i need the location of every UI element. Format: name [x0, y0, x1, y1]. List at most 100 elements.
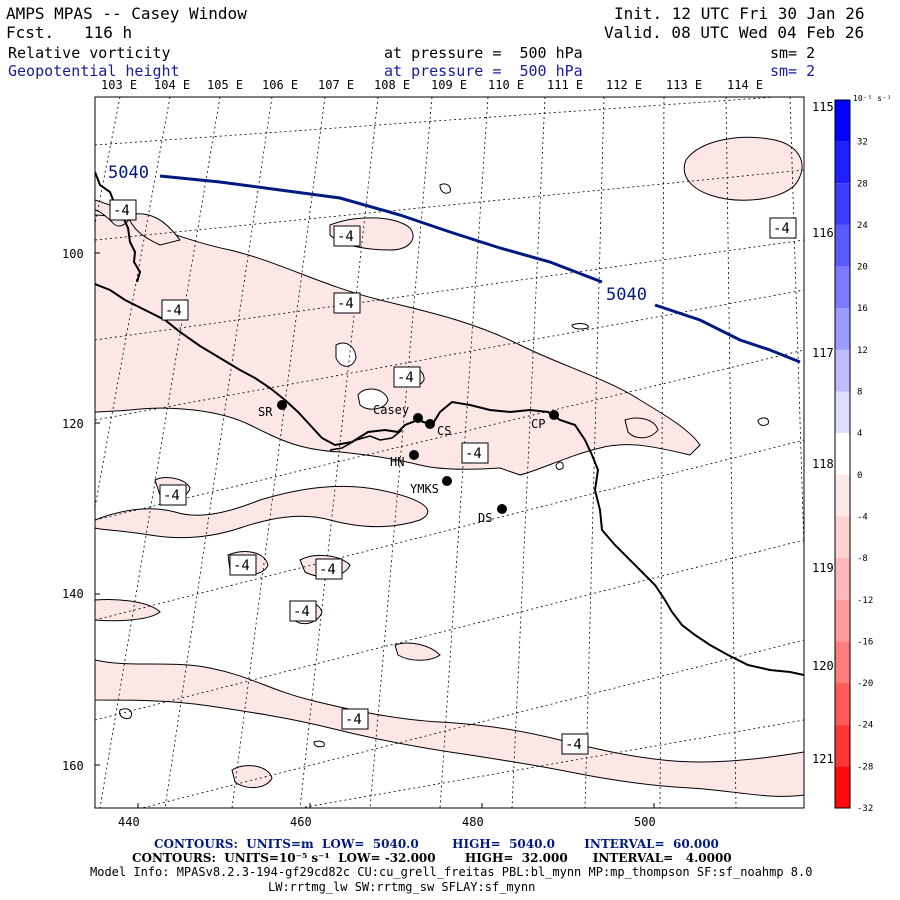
colorbar-level-label: 24 [857, 221, 868, 231]
svg-text:SR: SR [258, 405, 273, 419]
contour-info-vorticity: CONTOURS: UNITS=10⁻⁵ s⁻¹ LOW= -32.000 HI… [132, 851, 732, 865]
lon-label: 112 E [606, 78, 642, 92]
vort-label: -4 [159, 484, 187, 506]
svg-text:-4: -4 [293, 604, 310, 620]
colorbar-swatch [835, 224, 850, 267]
colorbar-swatch [835, 724, 850, 767]
svg-text:-4: -4 [113, 203, 130, 219]
vort-label: -4 [161, 299, 189, 321]
colorbar-swatch [835, 308, 850, 350]
x-tick: 460 [290, 815, 312, 829]
colorbar-level-label: -20 [857, 679, 873, 689]
svg-text:-4: -4 [397, 370, 414, 386]
svg-text:-4: -4 [165, 303, 182, 319]
colorbar-level-label: 28 [857, 179, 868, 189]
height-contour-5040 [159, 174, 801, 364]
colorbar-swatch [835, 391, 850, 434]
y-tick: 100 [62, 247, 84, 261]
colorbar-level-label: 32 [857, 138, 868, 148]
svg-text:-4: -4 [337, 229, 354, 245]
colorbar-level-label: 20 [857, 263, 868, 273]
svg-text:HN: HN [390, 455, 404, 469]
vort-label: -4 [393, 366, 421, 388]
colorbar-level-label: -12 [857, 596, 873, 606]
vort-label: -4 [341, 708, 369, 730]
vort-label: -4 [333, 225, 361, 247]
coastline-inland [329, 429, 403, 451]
lon-label: 107 E [318, 78, 354, 92]
coastline [95, 171, 804, 676]
y-tick: 120 [62, 417, 84, 431]
lon-label: 104 E [154, 78, 190, 92]
svg-text:CP: CP [531, 417, 545, 431]
station-ds: DS [478, 504, 507, 525]
height-label-5040: 5040 [108, 163, 149, 183]
lon-label: 113 E [666, 78, 702, 92]
colorbar-level-label: -4 [857, 512, 868, 522]
x-tick: 440 [118, 815, 140, 829]
vort-label: -4 [561, 733, 589, 755]
forecast-label: Fcst. [6, 23, 55, 42]
vort-label: -4 [109, 199, 137, 221]
svg-text:-4: -4 [319, 562, 336, 578]
field1-pressure: at pressure = 500 hPa [384, 44, 583, 62]
colorbar-level-label: 0 [857, 471, 862, 481]
colorbar-frame [834, 99, 851, 809]
lon-label: 111 E [547, 78, 583, 92]
field2-name: Geopotential height [8, 62, 180, 80]
colorbar-swatch [835, 183, 850, 225]
vort-label: -4 [289, 600, 317, 622]
colorbar-swatch [835, 433, 850, 475]
valid-time: Valid. 08 UTC Wed 04 Feb 26 [604, 23, 865, 42]
x-tick: 480 [462, 815, 484, 829]
colorbar-level-label: -8 [857, 554, 868, 564]
colorbar-swatch [835, 766, 850, 808]
forecast-value: 116 h [84, 23, 133, 42]
colorbar-swatch [835, 641, 850, 684]
top-lon-labels: 103 E 104 E 105 E 106 E 107 E 108 E 109 … [101, 78, 763, 92]
svg-text:DS: DS [478, 511, 492, 525]
vort-label: -4 [333, 292, 361, 314]
colorbar-swatch [835, 474, 850, 517]
colorbar-swatch [835, 599, 850, 642]
colorbar-swatch [835, 558, 850, 600]
model-title: AMPS MPAS -- Casey Window [6, 4, 247, 23]
colorbar-unit: 10⁻⁵ s⁻¹ [853, 94, 892, 103]
svg-text:-4: -4 [337, 296, 354, 312]
init-time: Init. 12 UTC Fri 30 Jan 26 [614, 4, 865, 23]
colorbar-level-label: -16 [857, 637, 873, 647]
colorbar-swatch [835, 266, 850, 309]
colorbar-level-label: 8 [857, 388, 862, 398]
vort-label: -4 [315, 558, 343, 580]
colorbar-level-label: -28 [857, 762, 873, 772]
station-ymks: YMKS [410, 476, 452, 496]
svg-text:Casey: Casey [373, 403, 409, 417]
svg-text:-4: -4 [233, 558, 250, 574]
station-casey: Casey [373, 403, 423, 423]
colorbar-level-label: 16 [857, 304, 868, 314]
svg-text:-4: -4 [163, 488, 180, 504]
contour-info-height: CONTOURS: UNITS=m LOW= 5040.0 HIGH= 5040… [154, 837, 719, 851]
lon-label: 114 E [727, 78, 763, 92]
lon-label: 109 E [431, 78, 467, 92]
x-tick: 500 [634, 815, 656, 829]
lon-label: 110 E [488, 78, 524, 92]
colorbar-swatch [835, 100, 850, 142]
lon-label: 105 E [207, 78, 243, 92]
field2-pressure: at pressure = 500 hPa [384, 62, 583, 80]
plot-frame [94, 96, 805, 809]
svg-text:-4: -4 [773, 221, 790, 237]
lon-label: 106 E [262, 78, 298, 92]
y-tick: 160 [62, 759, 84, 773]
station-cp: CP [531, 410, 559, 431]
colorbar-level-label: -32 [857, 804, 873, 814]
field2-smoothing: sm= 2 [770, 62, 816, 80]
colorbar-swatch [835, 349, 850, 392]
stations: SR Casey CS CP HN YMKS DS [258, 400, 559, 525]
height-label-5040: 5040 [606, 285, 647, 305]
vort-label: -4 [769, 217, 797, 239]
colorbar-swatch [835, 683, 850, 725]
vort-label: -4 [461, 442, 489, 464]
station-cs: CS [425, 419, 451, 438]
